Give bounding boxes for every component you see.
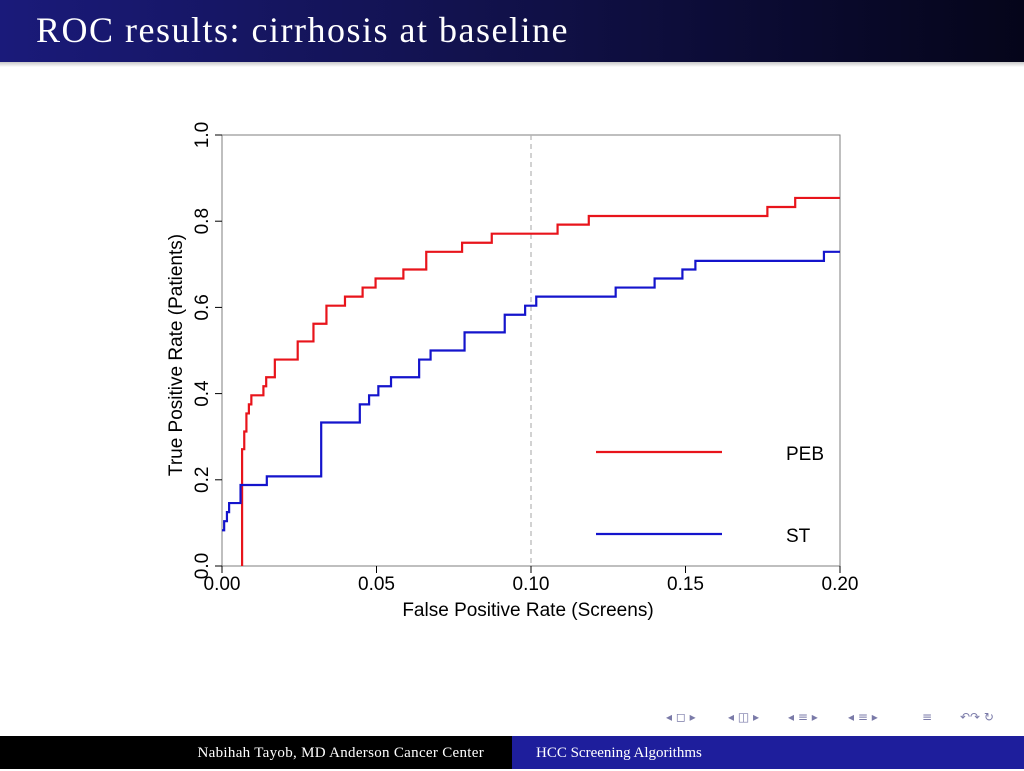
x-tick-label: 0.20 bbox=[822, 574, 859, 595]
nav-appendix-icon[interactable]: ≡ bbox=[922, 710, 933, 724]
slide-footer: Nabihah Tayob, MD Anderson Cancer Center… bbox=[0, 736, 1024, 769]
y-tick-label: 0.2 bbox=[192, 467, 213, 493]
y-tick-label: 0.0 bbox=[192, 553, 213, 579]
x-axis-label: False Positive Rate (Screens) bbox=[402, 600, 653, 621]
legend-label-st: ST bbox=[786, 526, 811, 547]
nav-section-icon[interactable]: ◂ ≡ ▸ bbox=[788, 710, 818, 724]
nav-search-back-icon[interactable]: ↶↷ ↻ bbox=[960, 710, 994, 724]
slide-title: ROC results: cirrhosis at baseline bbox=[36, 10, 569, 50]
x-tick-label: 0.05 bbox=[358, 574, 395, 595]
y-tick-label: 0.4 bbox=[192, 380, 213, 407]
x-tick-label: 0.15 bbox=[667, 574, 704, 595]
nav-document-icon[interactable]: ◂ ≡ ▸ bbox=[848, 710, 878, 724]
footer-author: Nabihah Tayob, MD Anderson Cancer Center bbox=[0, 736, 512, 769]
y-tick-label: 0.6 bbox=[192, 294, 213, 320]
nav-subsection-icon[interactable]: ◂ ◫ ▸ bbox=[728, 710, 760, 724]
y-axis-label: True Positive Rate (Patients) bbox=[166, 234, 187, 476]
header-divider bbox=[0, 62, 1024, 67]
beamer-navigation: ◂ ◻ ▸ ◂ ◫ ▸ ◂ ≡ ▸ ◂ ≡ ▸ ≡ ↶↷ ↻ bbox=[664, 710, 1024, 730]
nav-frame-icon[interactable]: ◂ ◻ ▸ bbox=[666, 710, 696, 724]
x-tick-label: 0.00 bbox=[204, 574, 241, 595]
series-line-st bbox=[222, 250, 840, 532]
legend-label-peb: PEB bbox=[786, 444, 824, 465]
series-line-peb bbox=[240, 196, 840, 566]
roc-chart: 0.00 0.05 0.10 0.15 0.20 0.0 0.2 0.4 0.6 0.8 1.0 P… bbox=[166, 122, 859, 621]
footer-talk-title: HCC Screening Algorithms bbox=[512, 736, 1024, 769]
x-tick-label: 0.10 bbox=[513, 574, 550, 595]
slide-header: ROC results: cirrhosis at baseline bbox=[0, 0, 1024, 62]
y-tick-label: 0.8 bbox=[192, 208, 213, 234]
y-tick-label: 1.0 bbox=[192, 122, 213, 148]
